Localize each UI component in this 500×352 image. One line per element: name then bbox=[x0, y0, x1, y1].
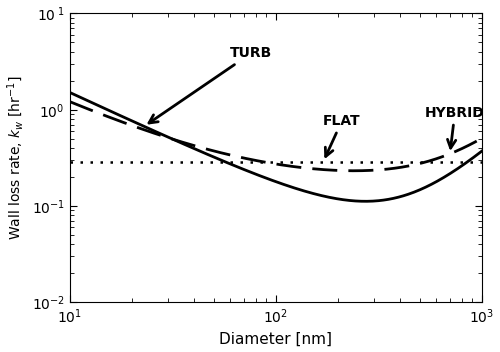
Y-axis label: Wall loss rate, $k_w$ [hr$^{-1}$]: Wall loss rate, $k_w$ [hr$^{-1}$] bbox=[6, 76, 26, 240]
Text: TURB: TURB bbox=[149, 46, 272, 123]
X-axis label: Diameter [nm]: Diameter [nm] bbox=[219, 332, 332, 346]
Text: FLAT: FLAT bbox=[323, 114, 361, 156]
Text: HYBRID: HYBRID bbox=[425, 106, 485, 148]
